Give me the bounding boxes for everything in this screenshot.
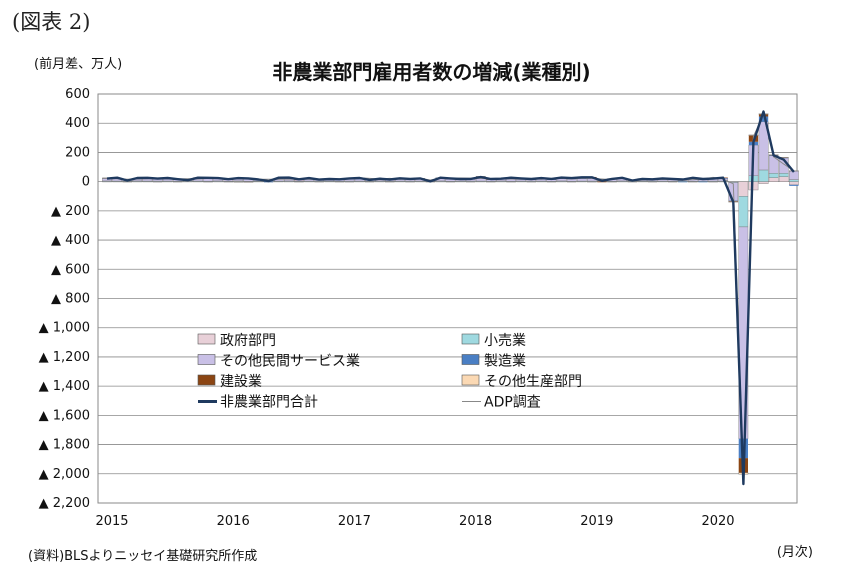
legend-swatch-construction	[197, 374, 216, 386]
bar-manufacturing	[678, 181, 688, 183]
bar-retail	[768, 173, 779, 178]
legend-entry-adp: ADP調査	[462, 395, 541, 411]
legend-label-retail: 小売業	[484, 333, 526, 349]
axis-layer: 600 400 200 0 ▲ 200 ▲ 400 ▲ 600 ▲ 800 ▲ 1,000 ▲ 1…	[39, 87, 735, 529]
legend-label-government: 政府部門	[220, 333, 276, 349]
bar-government	[768, 177, 779, 182]
legend-entry-other_goods: その他生産部門	[461, 374, 582, 390]
legend-label-adp: ADP調査	[484, 395, 541, 411]
line-layer	[106, 110, 795, 486]
line-adp	[106, 114, 795, 475]
y-tick-label: ▲ 400	[51, 233, 90, 248]
bar-retail	[778, 173, 789, 177]
bar-retail	[758, 169, 769, 182]
bar-manufacturing	[789, 184, 799, 186]
x-tick-label: 2018	[459, 514, 492, 529]
y-tick-label: ▲ 2,200	[39, 496, 90, 511]
legend-label-manufacturing: 製造業	[484, 354, 526, 370]
legend-entry-other_services: その他民間サービス業	[197, 354, 360, 370]
bar-government	[758, 181, 769, 184]
legend-entry-construction: 建設業	[197, 374, 262, 390]
x-tick-label: 2020	[701, 514, 734, 529]
x-tick-label: 2019	[580, 514, 613, 529]
y-tick-label: ▲ 1,000	[39, 321, 90, 336]
y-tick-label: ▲ 600	[51, 262, 90, 277]
source-note: (資料)BLSよりニッセイ基礎研究所作成	[28, 549, 258, 564]
bar-other_goods	[243, 181, 254, 183]
x-tick-label: 2015	[95, 514, 128, 529]
legend-label-construction: 建設業	[220, 374, 262, 390]
bar-manufacturing	[698, 181, 708, 183]
y-tick-label: 400	[65, 116, 90, 131]
grid-layer	[97, 93, 798, 504]
legend-label-other_goods: その他生産部門	[484, 374, 582, 390]
bar-retail	[738, 196, 749, 228]
legend-entry-government: 政府部門	[197, 333, 276, 349]
chart-title: 非農業部門雇用者数の増減(業種別)	[272, 60, 591, 84]
line-nonfarm-total	[106, 110, 795, 486]
bar-other_services	[768, 155, 779, 174]
y-tick-label: ▲ 1,200	[39, 350, 90, 365]
legend-swatch-government	[197, 333, 216, 345]
bar-retail	[789, 179, 799, 182]
y-tick-label: ▲ 1,600	[39, 408, 90, 423]
bar-government	[738, 181, 749, 197]
y-tick-label: 600	[65, 87, 90, 102]
bar-government	[748, 181, 759, 191]
bar-layer	[102, 113, 799, 475]
legend-label-nonfarm_total: 非農業部門合計	[220, 395, 318, 411]
y-tick-label: ▲ 1,800	[39, 438, 90, 453]
legend-swatch-manufacturing	[461, 354, 480, 365]
bar-government	[789, 181, 799, 186]
y-tick-label: ▲ 2,000	[39, 467, 90, 482]
bar-government	[778, 176, 789, 182]
bar-manufacturing	[758, 116, 769, 122]
y-tick-label: ▲ 200	[51, 204, 90, 219]
bar-other_services	[789, 170, 799, 180]
legend-swatch-other_goods	[461, 374, 480, 386]
legend-swatch-retail	[461, 333, 480, 345]
legend-swatch-other_services	[197, 354, 216, 365]
x-tick-label: 2016	[217, 514, 250, 529]
bar-other_goods	[233, 181, 244, 183]
x-tick-label: 2017	[338, 514, 371, 529]
y-tick-label: ▲ 1,400	[39, 379, 90, 394]
legend-entry-nonfarm_total: 非農業部門合計	[198, 395, 318, 411]
y-tick-label: ▲ 800	[51, 292, 90, 307]
y-unit-label: (前月差、万人)	[34, 57, 123, 72]
y-tick-label: 200	[65, 145, 90, 160]
legend-entry-retail: 小売業	[461, 333, 526, 349]
x-unit-label: (月次)	[776, 545, 813, 560]
figure-label: (図表 2)	[12, 10, 91, 34]
y-tick-label: 0	[82, 175, 90, 190]
legend-entry-manufacturing: 製造業	[461, 354, 526, 370]
legend-label-other_services: その他民間サービス業	[220, 354, 360, 370]
